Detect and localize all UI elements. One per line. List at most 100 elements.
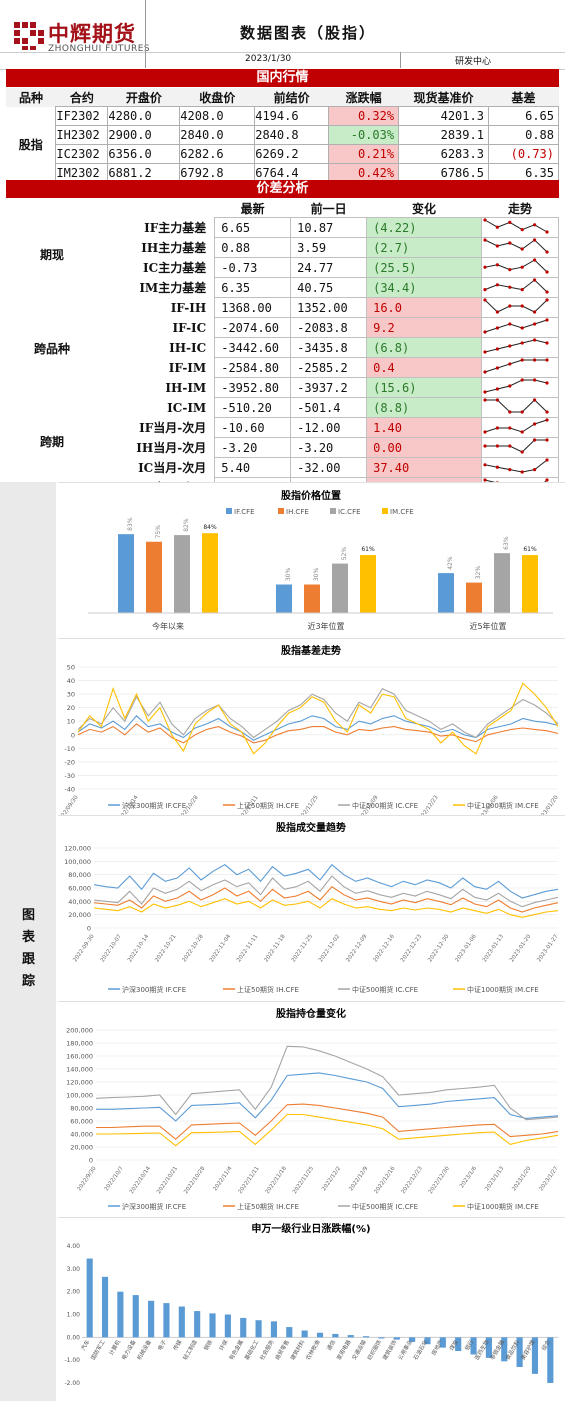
- sparkline-point: [545, 438, 549, 442]
- sparkline-point: [495, 465, 500, 470]
- spread-latest: -510.20: [214, 397, 292, 419]
- sparkline-point: [545, 318, 549, 322]
- sparkline-point: [483, 265, 487, 270]
- bar: [270, 1321, 278, 1338]
- sparkline-point: [520, 358, 524, 362]
- spread-change: (15.6): [366, 377, 483, 399]
- series-line: [96, 1113, 559, 1147]
- spread-change: (8.8): [366, 397, 483, 419]
- x-tick-label: 2022/12/23: [417, 794, 440, 815]
- spread-trend-sparkline: [481, 377, 559, 399]
- legend-label: 中证500期货 IC.CFE: [352, 1202, 418, 1211]
- zhonghui-logo-icon: [14, 22, 44, 50]
- bar: [101, 1276, 109, 1338]
- page-title: 数据图表（股指）: [240, 24, 377, 42]
- y-tick-label: 80,000: [70, 1105, 93, 1113]
- y-tick-label: 40,000: [68, 898, 91, 906]
- x-tick-label: 电力设备: [120, 1338, 138, 1361]
- header-divider: [400, 52, 401, 68]
- sparkline-point: [545, 358, 549, 362]
- y-tick-label: 2.00: [67, 1289, 81, 1296]
- legend-label: 中证500期货 IC.CFE: [352, 801, 418, 810]
- legend-label: 中证1000期货 IM.CFE: [467, 985, 539, 994]
- sparkline-point: [533, 438, 537, 442]
- data-label: 83%: [127, 517, 134, 531]
- group-label: 跨期: [40, 435, 65, 449]
- bar: [174, 535, 190, 613]
- spread-latest: 6.65: [214, 217, 292, 239]
- group-label: 期现: [40, 248, 65, 262]
- data-label: 84%: [203, 524, 217, 531]
- spread-trend-sparkline: [481, 237, 559, 259]
- legend-label: IH.CFE: [286, 508, 309, 516]
- sparkline-point: [495, 444, 500, 448]
- x-tick-label: 有色金属: [227, 1338, 245, 1361]
- spread-latest: 1368.00: [214, 297, 292, 319]
- spread-latest: -0.73: [214, 257, 292, 279]
- col-header: 走势: [508, 201, 533, 216]
- x-tick-label: 2022/12/16: [373, 1165, 396, 1195]
- bar: [455, 1337, 462, 1352]
- spot-price: 6786.5: [398, 163, 489, 183]
- series-line: [77, 687, 559, 739]
- bar: [209, 1313, 216, 1338]
- spread-row: IF-IC -2074.60 -2083.8 9.2: [108, 317, 559, 339]
- y-tick-label: 200,000: [66, 1027, 93, 1035]
- x-tick-label: 2022-12-30: [427, 933, 451, 963]
- sparkline-point: [495, 347, 500, 351]
- table-row: IM2302 6881.2 6792.8 6764.4 0.42% 6786.5…: [6, 163, 560, 183]
- y-tick-label: 20: [67, 704, 75, 712]
- bar: [409, 1337, 416, 1342]
- series-line: [93, 898, 559, 918]
- data-label: 30%: [285, 568, 292, 582]
- sparkline: [483, 298, 549, 314]
- x-tick-label: 家用电器: [335, 1338, 353, 1361]
- header-divider: [145, 0, 146, 68]
- col-header: 现货基准价: [398, 88, 489, 107]
- sparkline-point: [483, 218, 487, 222]
- legend-swatch: [226, 508, 232, 514]
- y-tick-label: 30: [67, 691, 75, 699]
- legend-label: 中证1000期货 IM.CFE: [467, 1202, 539, 1211]
- bar: [438, 573, 454, 613]
- bar: [316, 1332, 324, 1338]
- sparkline-point: [533, 468, 537, 472]
- table-row: IH2302 2900.0 2840.0 2840.8 -0.03% 2839.…: [6, 125, 560, 145]
- sidebar: [0, 482, 56, 1401]
- bar: [224, 1314, 231, 1338]
- sparkline: [483, 398, 549, 414]
- spread-row: IC-IM -510.20 -501.4 (8.8): [108, 397, 559, 419]
- sparkline-point: [483, 444, 487, 448]
- y-tick-label: 160,000: [66, 1053, 93, 1061]
- category-label: 股指: [18, 138, 43, 152]
- data-label: 42%: [447, 556, 454, 570]
- x-tick-label: 2022/10/7: [104, 1165, 125, 1192]
- sparkline-point: [483, 298, 487, 302]
- spread-label: IF当月-次月: [139, 421, 207, 436]
- x-tick-label: 建筑材料: [288, 1338, 306, 1361]
- sparkline-point: [520, 265, 524, 270]
- y-tick-label: 120,000: [64, 845, 91, 853]
- prev-settle: 6269.2: [254, 144, 330, 164]
- basis: (0.73): [487, 144, 560, 164]
- spread-trend-sparkline: [481, 277, 559, 299]
- x-tick-label: 2022/9/30: [77, 1165, 98, 1192]
- close: 6792.8: [179, 163, 256, 183]
- industry-change-chart: 申万一级行业日涨跌幅(%) 4.00 3.00 2.00 1.00 0.00 -1.00 -2…: [58, 1217, 565, 1402]
- sparkline-point: [483, 430, 487, 434]
- spread-label: IF-IM: [168, 360, 207, 375]
- spread-label: IH主力基差: [141, 241, 207, 256]
- x-tick-label: 2022-10-14: [127, 933, 151, 963]
- sparkline-point: [520, 247, 524, 251]
- y-tick-label: 0: [87, 925, 91, 933]
- data-label: 82%: [183, 518, 190, 532]
- legend-label: 上证50期货 IH.CFE: [237, 1202, 299, 1211]
- spread-prev: 40.75: [290, 277, 368, 299]
- change-pct: -0.03%: [328, 125, 400, 145]
- x-tick-label: 2023-01-06: [455, 933, 479, 963]
- spread-prev: -3.20: [290, 437, 368, 459]
- bar: [362, 1336, 370, 1338]
- x-tick-label: 农林牧渔: [304, 1338, 322, 1361]
- y-tick-label: 120,000: [66, 1079, 93, 1087]
- spread-prev: 3.59: [290, 237, 368, 259]
